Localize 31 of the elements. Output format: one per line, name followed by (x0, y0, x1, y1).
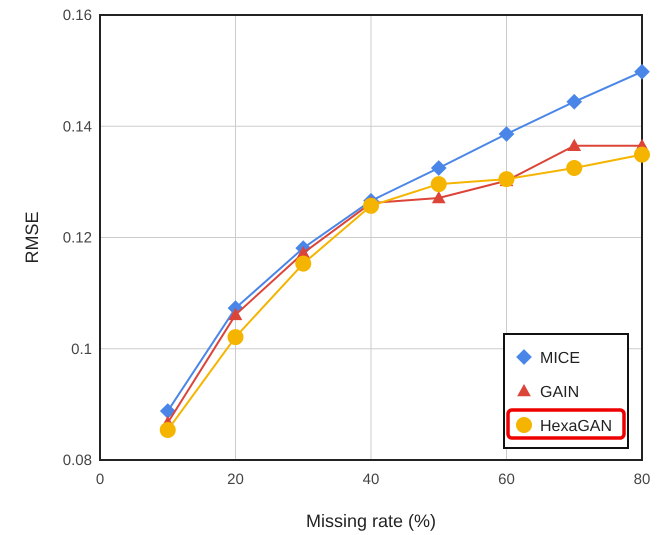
point (634, 146, 650, 163)
y-tick-label: 0.16 (62, 7, 92, 24)
point (430, 176, 447, 192)
point (363, 198, 379, 214)
point (498, 126, 514, 142)
y-axis-title: RMSE (22, 211, 42, 264)
point (566, 94, 582, 110)
legend-label: GAIN (540, 384, 580, 401)
y-tick-label: 0.12 (62, 230, 92, 246)
point (431, 160, 446, 176)
x-tick-label: 40 (362, 471, 380, 488)
point (160, 422, 176, 438)
y-tick-label: 0.14 (62, 118, 92, 136)
x-tick-label: 0 (96, 471, 104, 488)
point (566, 160, 582, 176)
point (498, 171, 514, 188)
point (229, 308, 242, 320)
y-tick-label: 0.08 (62, 452, 92, 469)
point (295, 256, 312, 272)
point (634, 64, 650, 80)
x-tick-label: 80 (634, 471, 650, 488)
point (568, 139, 581, 152)
point (228, 329, 244, 346)
y-tick-label: 0.1 (71, 340, 92, 358)
x-tick-label: 20 (227, 471, 244, 488)
legend-label: MICE (540, 350, 580, 367)
point (160, 403, 176, 419)
point (432, 192, 446, 204)
legend-label: HexaGAN (540, 418, 612, 435)
x-tick-label: 60 (498, 471, 515, 488)
x-axis-title: Missing rate (%) (306, 511, 436, 531)
